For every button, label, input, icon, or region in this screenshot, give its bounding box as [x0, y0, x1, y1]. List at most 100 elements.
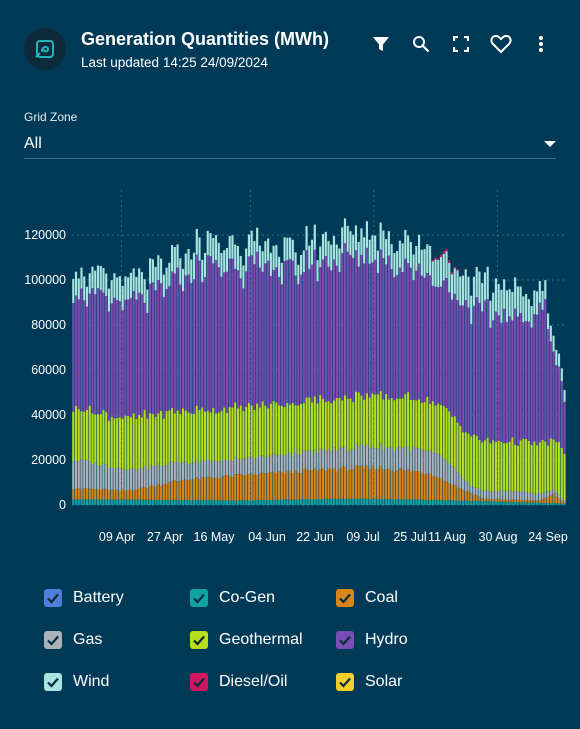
bar-segment	[500, 501, 503, 505]
bar-segment	[407, 392, 410, 446]
bar-segment	[371, 393, 374, 446]
bar-segment	[190, 283, 193, 414]
checkbox-icon[interactable]	[190, 631, 208, 649]
bar-segment	[450, 272, 454, 275]
bar-segment	[253, 264, 256, 410]
bar-segment	[157, 499, 160, 505]
bar-segment	[549, 503, 552, 505]
bar-segment	[124, 276, 127, 300]
checkbox-icon[interactable]	[44, 673, 62, 691]
legend-item[interactable]: Wind	[44, 672, 190, 692]
bar-stack	[305, 225, 308, 505]
bar-stack	[272, 245, 275, 505]
bar-segment	[289, 237, 292, 259]
legend-item[interactable]: Diesel/Oil	[190, 672, 336, 692]
bar-segment	[448, 411, 451, 464]
checkbox-icon[interactable]	[44, 631, 62, 649]
generation-chart[interactable]: 0 20000 40000 60000 80000 100000 120000 09 Apr…	[0, 180, 580, 560]
bar-stack	[250, 230, 253, 505]
legend-item[interactable]: Hydro	[336, 630, 482, 650]
bar-segment	[555, 492, 558, 497]
bar-segment	[456, 300, 459, 423]
bar-segment	[393, 400, 396, 452]
bar-segment	[187, 274, 190, 413]
bar-segment	[116, 300, 119, 418]
bar-segment	[310, 239, 314, 265]
bar-segment	[316, 403, 319, 454]
bar-segment	[206, 230, 209, 256]
legend-item[interactable]: Geothermal	[190, 630, 336, 650]
bar-segment	[201, 259, 204, 283]
bar-segment	[503, 501, 506, 505]
bar-stack	[497, 283, 500, 505]
bar-segment	[522, 322, 525, 439]
bar-segment	[527, 492, 530, 501]
bar-segment	[497, 440, 500, 491]
bar-segment	[365, 247, 368, 394]
search-icon[interactable]	[404, 29, 438, 59]
bar-segment	[245, 406, 248, 459]
bar-stack	[546, 313, 550, 505]
bar-segment	[415, 499, 418, 505]
bar-segment	[321, 233, 325, 260]
bar-segment	[195, 459, 198, 478]
bar-segment	[124, 490, 127, 500]
bar-stack	[387, 231, 390, 505]
legend-item[interactable]: Battery	[44, 588, 190, 608]
bar-segment	[519, 286, 522, 314]
bar-stack	[99, 265, 102, 505]
bar-segment	[283, 473, 286, 500]
checkbox-icon[interactable]	[336, 589, 354, 607]
bar-stack	[321, 233, 325, 505]
legend-label: Battery	[73, 589, 124, 606]
y-tick-label: 40000	[31, 408, 66, 422]
legend-item[interactable]: Co-Gen	[190, 588, 336, 608]
checkbox-icon[interactable]	[336, 631, 354, 649]
bar-segment	[299, 454, 303, 474]
bar-segment	[198, 479, 201, 501]
bar-segment	[124, 415, 127, 471]
bar-stack	[209, 233, 212, 505]
bar-segment	[280, 284, 283, 406]
bar-segment	[91, 488, 94, 500]
bar-segment	[398, 446, 401, 469]
more-vert-icon[interactable]	[524, 29, 558, 59]
bar-segment	[258, 245, 261, 268]
bar-segment	[239, 255, 242, 279]
bar-segment	[181, 408, 185, 463]
checkbox-icon[interactable]	[44, 589, 62, 607]
legend-item[interactable]: Gas	[44, 630, 190, 650]
bar-segment	[264, 405, 267, 458]
heart-icon[interactable]	[484, 29, 518, 59]
bar-segment	[385, 393, 388, 448]
bar-stack	[96, 265, 100, 505]
bar-segment	[77, 278, 80, 300]
filter-icon[interactable]	[364, 29, 398, 59]
checkbox-icon[interactable]	[336, 673, 354, 691]
bar-segment	[379, 390, 382, 444]
bar-segment	[143, 302, 146, 410]
x-tick-label: 24 Sep	[528, 530, 568, 544]
grid-zone-select[interactable]: All	[24, 130, 556, 159]
fullscreen-icon[interactable]	[444, 29, 478, 59]
checkbox-icon[interactable]	[190, 673, 208, 691]
bar-segment	[272, 471, 275, 501]
legend-item[interactable]: Solar	[336, 672, 482, 692]
bar-segment	[426, 450, 429, 474]
legend-item[interactable]: Coal	[336, 588, 482, 608]
bar-segment	[371, 235, 374, 263]
bar-segment	[261, 500, 264, 505]
toolbar	[364, 29, 558, 59]
bar-segment	[91, 413, 94, 465]
bar-segment	[385, 499, 388, 505]
bar-segment	[382, 258, 385, 400]
bar-segment	[352, 449, 355, 470]
bar-stack	[437, 258, 440, 505]
bar-segment	[497, 315, 500, 441]
bar-segment	[302, 271, 305, 404]
bar-segment	[497, 498, 500, 502]
bar-segment	[121, 310, 124, 419]
checkbox-icon[interactable]	[190, 589, 208, 607]
bar-segment	[77, 499, 80, 505]
bar-segment	[319, 448, 322, 469]
